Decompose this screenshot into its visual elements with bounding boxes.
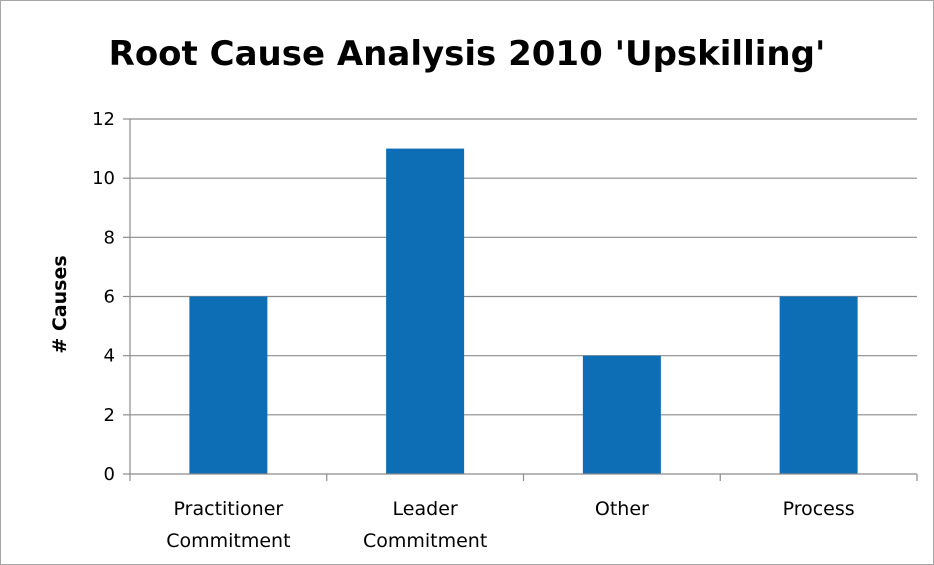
y-tick-label-12: 12	[92, 109, 115, 130]
x-category-label-3: Process	[783, 498, 855, 520]
x-category-labels: Practitioner Commitment Leader Commitment Ot…	[166, 498, 854, 552]
x-category-label-1: Leader Commitment	[363, 498, 487, 552]
y-tick-labels: 0 2 4 6 8 10 12	[92, 109, 115, 485]
x-category-label-0: Practitioner Commitment	[166, 498, 290, 552]
chart-title: Root Cause Analysis 2010 'Upskilling'	[108, 34, 826, 74]
bar-1	[386, 148, 465, 475]
y-tick-label-0: 0	[104, 464, 115, 485]
x-category-label-line: Leader	[393, 498, 458, 520]
x-category-label-line: Commitment	[363, 530, 487, 552]
x-category-label-line: Practitioner	[174, 498, 284, 520]
y-tick-label-4: 4	[104, 346, 115, 367]
y-tick-label-10: 10	[92, 168, 115, 189]
bar-3	[779, 296, 858, 474]
x-category-label-line: Process	[783, 498, 855, 520]
y-tick-label-2: 2	[104, 405, 115, 426]
bars	[189, 148, 858, 475]
x-category-label-line: Commitment	[166, 530, 290, 552]
bar-2	[582, 355, 661, 474]
bar-0	[189, 296, 268, 474]
y-axis-title: # Causes	[49, 255, 71, 353]
x-category-label-line: Other	[595, 498, 649, 520]
y-tick-label-8: 8	[104, 227, 115, 248]
x-category-label-2: Other	[595, 498, 649, 520]
axes	[123, 118, 918, 481]
y-tick-label-6: 6	[104, 287, 115, 308]
